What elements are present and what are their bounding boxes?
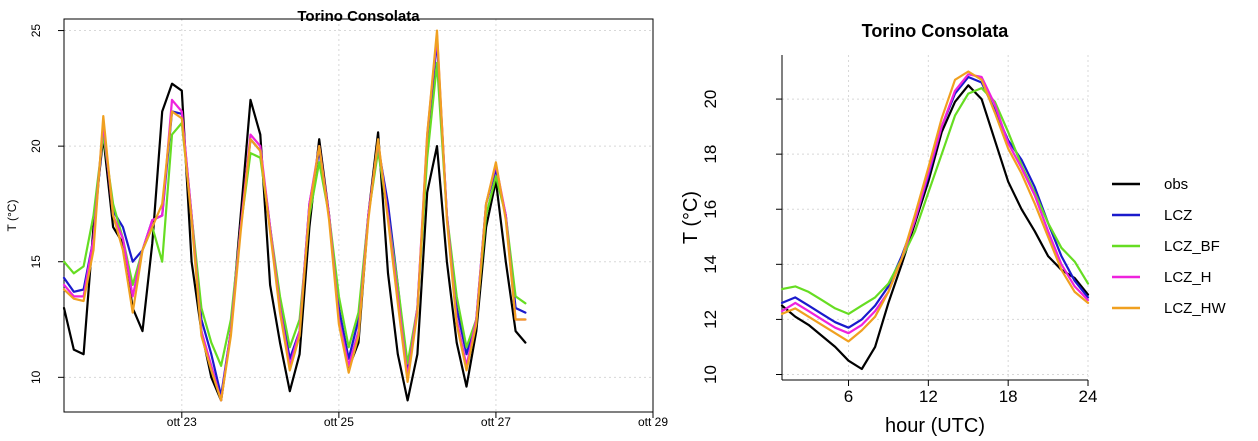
- y-tick-label-1-3: 16: [701, 200, 720, 219]
- series-line-1-lcz-bf: [780, 86, 1090, 315]
- x-tick-label-1-1: 12: [919, 387, 938, 406]
- y-axis-label-0: T (°C): [5, 200, 19, 232]
- x-tick-label-0-0: ott 23: [167, 415, 197, 429]
- series-line-0-lcz-h: [62, 34, 527, 402]
- y-tick-label-0-1: 15: [29, 255, 43, 269]
- y-tick-label-1-4: 18: [701, 145, 720, 164]
- plot-frame-0: [63, 18, 654, 413]
- series-line-0-obs: [62, 82, 527, 402]
- x-tick-label-0-2: ott 27: [481, 415, 511, 429]
- y-tick-label-0-0: 10: [29, 370, 43, 384]
- x-tick-label-1-3: 24: [1079, 387, 1098, 406]
- x-tick-label-1-0: 6: [844, 387, 853, 406]
- y-tick-label-0-3: 25: [29, 24, 43, 38]
- y-tick-label-1-5: 20: [701, 90, 720, 109]
- y-tick-label-1-1: 12: [701, 310, 720, 329]
- y-tick-label-1-0: 10: [701, 365, 720, 384]
- x-tick-label-1-2: 18: [999, 387, 1018, 406]
- legend-label-lcz-bf: LCZ_BF: [1164, 238, 1220, 255]
- legend-label-lcz-h: LCZ_H: [1164, 269, 1212, 286]
- chart-title-1: Torino Consolata: [862, 21, 1010, 41]
- y-tick-label-1-2: 14: [701, 255, 720, 274]
- legend-label-lcz-hw: LCZ_HW: [1164, 300, 1227, 317]
- series-line-1-lcz: [780, 75, 1090, 329]
- x-tick-label-0-3: ott 29: [638, 415, 668, 429]
- series-line-0-lcz-hw: [62, 29, 527, 402]
- series-line-1-lcz-hw: [780, 70, 1090, 343]
- x-axis-label-1: hour (UTC): [885, 415, 985, 437]
- legend-label-lcz: LCZ: [1164, 207, 1192, 224]
- x-tick-label-0-1: ott 25: [324, 415, 354, 429]
- y-axis-label-1: T (°C): [680, 191, 702, 244]
- series-line-1-obs: [780, 84, 1090, 371]
- legend-label-obs: obs: [1164, 176, 1188, 193]
- chart-title-0: Torino Consolata: [297, 8, 420, 25]
- series-line-1-lcz-h: [780, 73, 1090, 335]
- y-tick-label-0-2: 20: [29, 139, 43, 153]
